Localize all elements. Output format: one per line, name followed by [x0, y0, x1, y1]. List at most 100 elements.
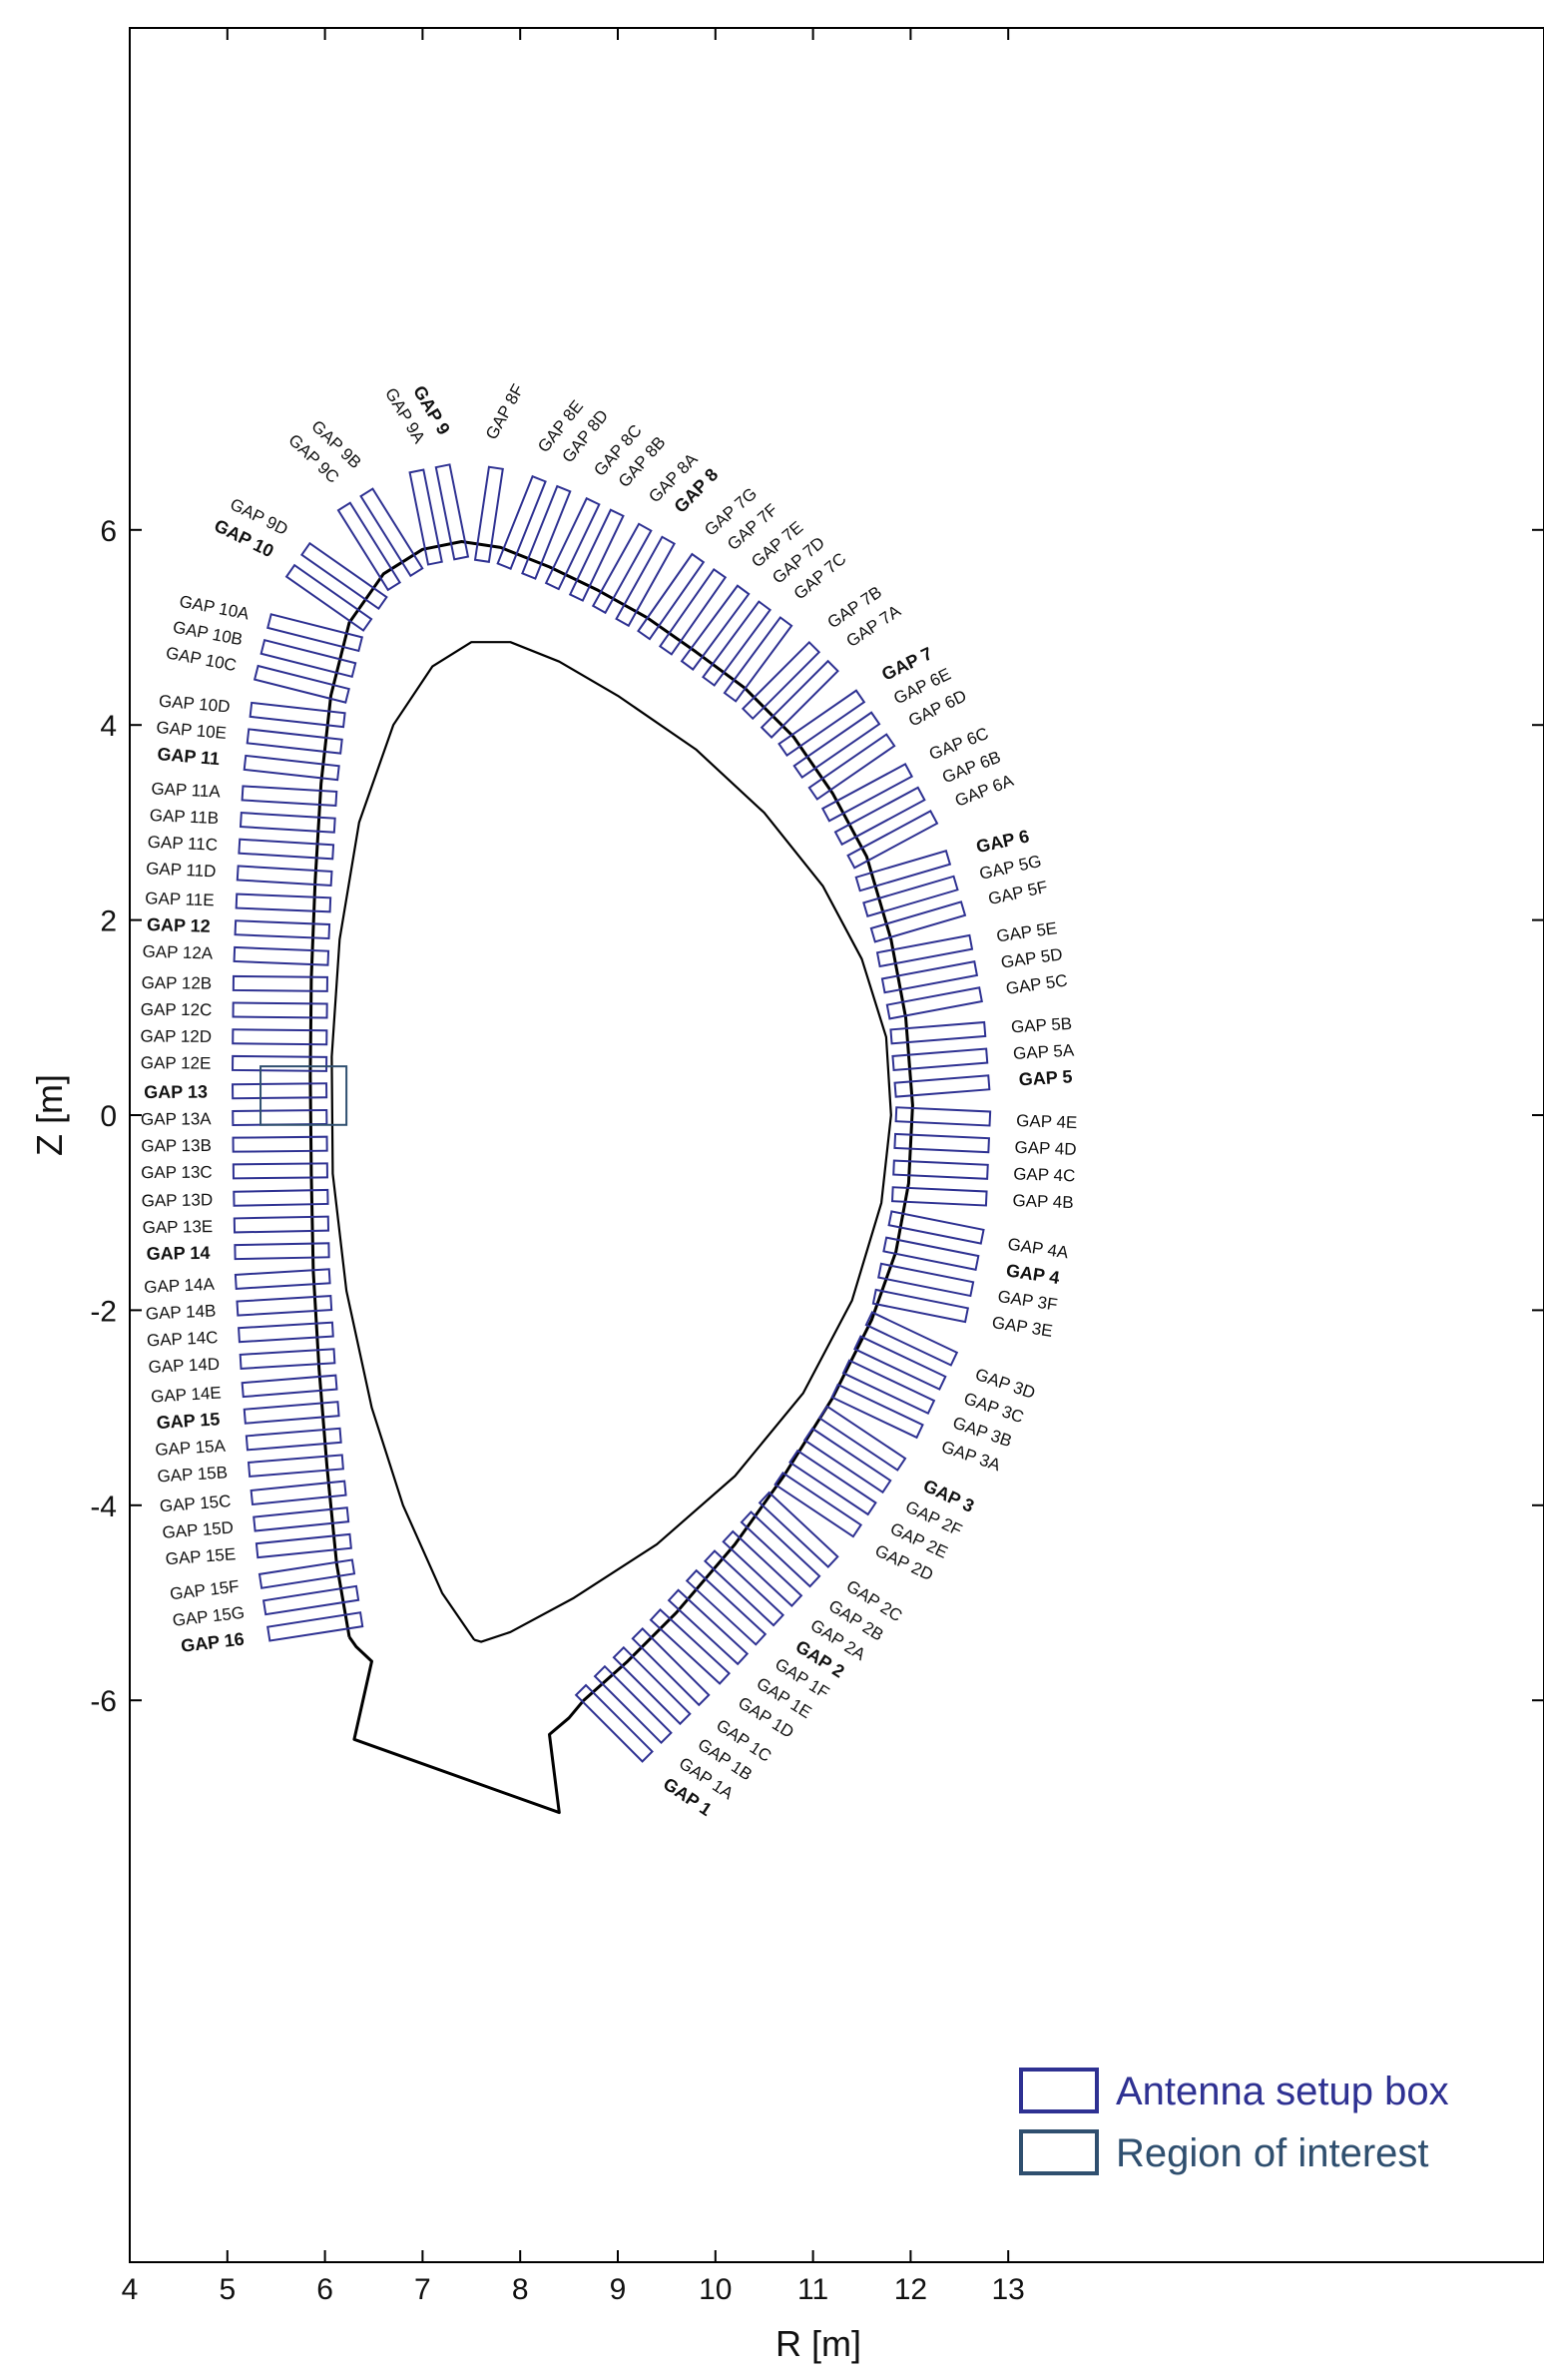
gap-label: GAP 5G	[978, 852, 1044, 884]
antenna-box	[250, 1480, 347, 1506]
gap-label: GAP 4D	[1014, 1138, 1077, 1159]
gap-label: GAP 3F	[996, 1287, 1058, 1315]
antenna-box	[233, 945, 330, 966]
antenna-box	[846, 810, 939, 870]
antenna-boxes-layer	[232, 463, 992, 1763]
plot-frame	[129, 27, 1544, 2263]
gap-label: GAP 11B	[149, 806, 219, 828]
gap-label: GAP 5B	[1010, 1014, 1072, 1036]
antenna-box	[233, 1188, 329, 1207]
antenna-box	[773, 1471, 863, 1538]
gap-label: GAP 11C	[147, 833, 218, 855]
gap-label: GAP 13A	[141, 1109, 212, 1128]
antenna-box	[234, 1268, 331, 1290]
antenna-box	[887, 1210, 985, 1245]
antenna-box	[232, 1001, 328, 1019]
gap-label: GAP 5A	[1013, 1041, 1076, 1064]
x-tick-label: 9	[610, 2273, 627, 2306]
gap-label: GAP 14C	[147, 1328, 219, 1350]
antenna-box	[631, 1627, 711, 1707]
gap-label: GAP 5F	[986, 878, 1049, 908]
antenna-box	[722, 1529, 803, 1607]
antenna-box	[239, 812, 336, 834]
antenna-box	[875, 933, 974, 968]
x-tick-label: 10	[699, 2273, 732, 2306]
antenna-box	[359, 487, 424, 578]
antenna-box	[284, 563, 373, 632]
antenna-box	[408, 468, 443, 566]
plasma-boundary-line	[330, 641, 892, 1643]
y-tick-label: 4	[100, 710, 117, 743]
first-wall-line	[308, 540, 914, 1815]
x-tick-label: 6	[316, 2273, 333, 2306]
gap-label: GAP 15B	[157, 1463, 229, 1486]
antenna-box	[241, 785, 338, 808]
gap-label: GAP 6	[974, 826, 1031, 857]
antenna-box	[889, 1020, 987, 1045]
gap-label: GAP 10C	[165, 643, 239, 675]
gap-label: GAP 4A	[1006, 1235, 1070, 1263]
antenna-box	[245, 1427, 342, 1452]
gap-label: GAP 15G	[172, 1603, 246, 1630]
y-tick-label: -4	[90, 1490, 117, 1523]
antenna-box	[247, 1454, 344, 1478]
gap-label: GAP 4	[1005, 1260, 1061, 1288]
antenna-box	[243, 754, 340, 782]
antenna-box	[792, 711, 881, 779]
antenna-box	[574, 1683, 654, 1763]
gap-label: GAP 12C	[141, 1000, 213, 1019]
antenna-box	[253, 664, 350, 704]
antenna-box	[880, 959, 979, 994]
gap-label: GAP 4B	[1012, 1191, 1074, 1212]
gap-label: GAP 13E	[142, 1217, 213, 1237]
antenna-box	[853, 1335, 947, 1391]
antenna-box	[877, 1262, 975, 1298]
antenna-box	[238, 838, 335, 861]
legend-roi-label: Region of interest	[1116, 2131, 1429, 2175]
antenna-box	[434, 463, 470, 561]
antenna-box	[741, 640, 821, 721]
gap-label: GAP 14B	[145, 1301, 216, 1323]
antenna-box	[864, 1311, 959, 1367]
y-tick-label: -6	[90, 1685, 117, 1718]
antenna-box	[236, 1294, 333, 1317]
antenna-box	[259, 638, 357, 679]
antenna-box	[593, 1664, 673, 1745]
antenna-box	[869, 900, 967, 943]
antenna-box	[232, 974, 328, 992]
gap-label: GAP 10A	[178, 592, 252, 624]
antenna-box	[234, 1242, 330, 1261]
gap-label: GAP 5	[1018, 1066, 1073, 1089]
antenna-box	[253, 1506, 350, 1532]
gap-label: GAP 11D	[146, 859, 217, 881]
antenna-box	[232, 1054, 328, 1072]
x-tick-label: 4	[122, 2273, 139, 2306]
antenna-box	[496, 474, 547, 570]
antenna-box	[238, 1321, 334, 1344]
curves-layer	[308, 540, 914, 1815]
antenna-box	[521, 484, 572, 580]
antenna-box	[612, 1645, 692, 1726]
antenna-box	[885, 986, 983, 1020]
gap-label: GAP 16	[180, 1629, 246, 1656]
x-tick-label: 12	[894, 2273, 927, 2306]
x-axis-label: R [m]	[775, 2323, 861, 2364]
antenna-box	[336, 501, 402, 592]
gap-label: GAP 10B	[172, 618, 245, 650]
legend-antenna-swatch	[1019, 2068, 1099, 2113]
antenna-box	[862, 875, 959, 918]
antenna-box	[568, 508, 625, 602]
antenna-box	[882, 1236, 980, 1271]
gap-label: GAP 15E	[165, 1544, 237, 1568]
antenna-box	[760, 659, 839, 739]
antenna-box	[891, 1047, 989, 1072]
gap-label: GAP 15D	[162, 1518, 235, 1542]
gap-label: GAP 10D	[158, 692, 231, 717]
gap-label: GAP 11A	[151, 779, 222, 801]
antenna-box	[802, 1427, 892, 1494]
antenna-box	[232, 1108, 328, 1126]
gap-label: GAP 14	[146, 1243, 210, 1264]
antenna-box	[680, 584, 751, 671]
antenna-box	[830, 1383, 924, 1440]
antenna-box	[266, 1611, 364, 1642]
